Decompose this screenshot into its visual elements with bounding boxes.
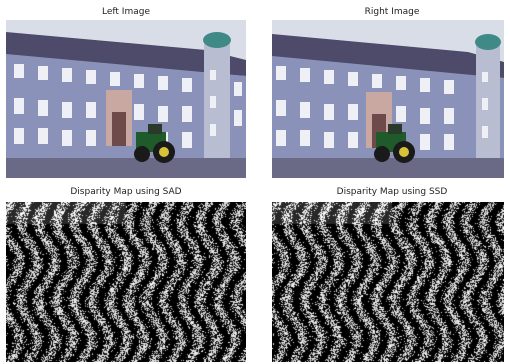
caption-disparity-ssd: Disparity Map using SSD <box>336 187 448 197</box>
disparity-map-ssd <box>272 202 504 362</box>
disparity-map-ssd-canvas <box>272 202 504 362</box>
disparity-map-sad-canvas <box>6 202 246 362</box>
right-image-drawing <box>272 20 504 178</box>
disparity-map-sad <box>6 202 246 362</box>
caption-right-image: Right Image <box>364 7 420 17</box>
left-image-drawing <box>6 20 246 178</box>
right-image <box>272 20 504 178</box>
caption-disparity-sad: Disparity Map using SAD <box>70 187 182 197</box>
left-image <box>6 20 246 178</box>
caption-left-image: Left Image <box>102 7 150 17</box>
